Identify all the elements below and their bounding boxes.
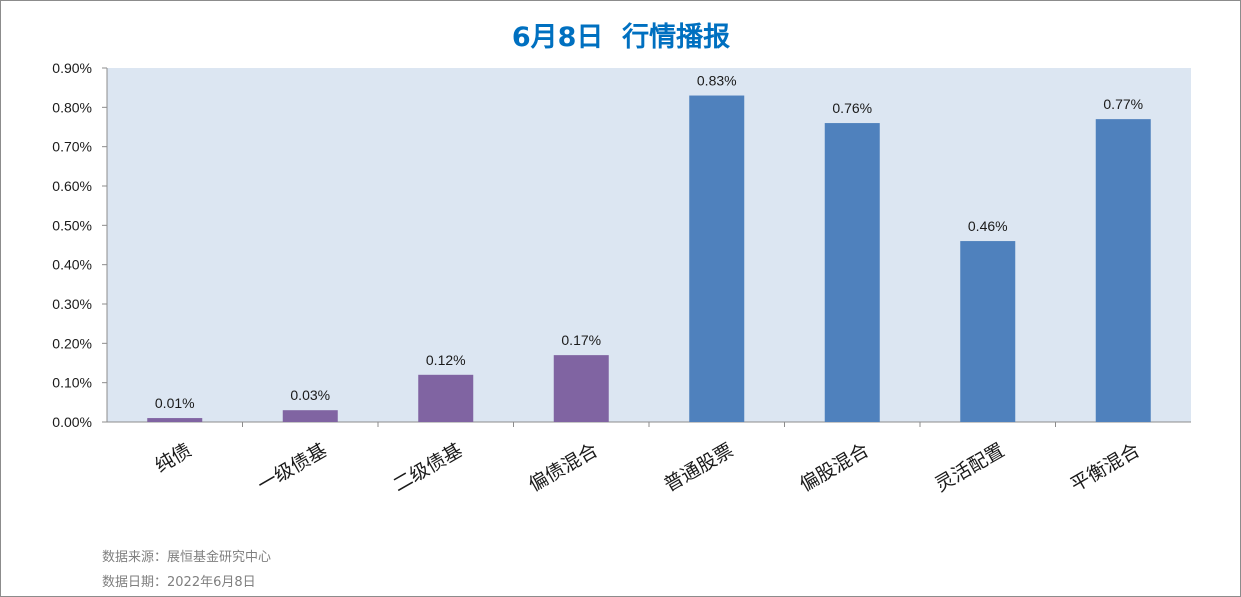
bar [553, 355, 609, 422]
data-label: 0.76% [832, 100, 872, 116]
x-tick-label: 纯债 [151, 439, 195, 477]
y-tick-label: 0.60% [52, 178, 92, 194]
x-tick-label: 灵活配置 [931, 439, 1008, 496]
y-tick-label: 0.70% [52, 139, 92, 155]
y-tick-label: 0.90% [52, 60, 92, 76]
x-tick-label: 二级债基 [389, 439, 466, 496]
y-tick-label: 0.30% [52, 296, 92, 312]
data-label: 0.77% [1103, 96, 1143, 112]
data-label: 0.12% [426, 352, 466, 368]
chart-title: 6月8日 行情播报 [512, 21, 730, 53]
data-label: 0.17% [561, 332, 601, 348]
data-date-note: 数据日期：2022年6月8日 [102, 575, 256, 590]
data-label: 0.03% [290, 387, 330, 403]
data-label: 0.01% [155, 395, 195, 411]
x-tick-label: 平衡混合 [1067, 439, 1144, 496]
y-tick-label: 0.00% [52, 414, 92, 430]
y-tick-label: 0.10% [52, 375, 92, 391]
data-source-note: 数据来源：展恒基金研究中心 [102, 550, 272, 565]
bar [282, 410, 338, 422]
bar [147, 418, 203, 422]
plot-area [107, 68, 1191, 422]
data-label: 0.46% [968, 218, 1008, 234]
x-tick-label: 一级债基 [254, 439, 331, 496]
bar [824, 123, 880, 423]
y-tick-label: 0.80% [52, 99, 92, 115]
x-tick-label: 偏股混合 [796, 439, 873, 496]
bar [418, 374, 474, 422]
bar [1095, 119, 1151, 422]
y-tick-label: 0.40% [52, 257, 92, 273]
bar [960, 241, 1016, 422]
x-tick-label: 偏债混合 [525, 439, 602, 496]
y-tick-label: 0.20% [52, 335, 92, 351]
bar [689, 95, 745, 423]
y-tick-label: 0.50% [52, 217, 92, 233]
x-tick-label: 普通股票 [660, 439, 737, 496]
data-label: 0.83% [697, 73, 737, 89]
